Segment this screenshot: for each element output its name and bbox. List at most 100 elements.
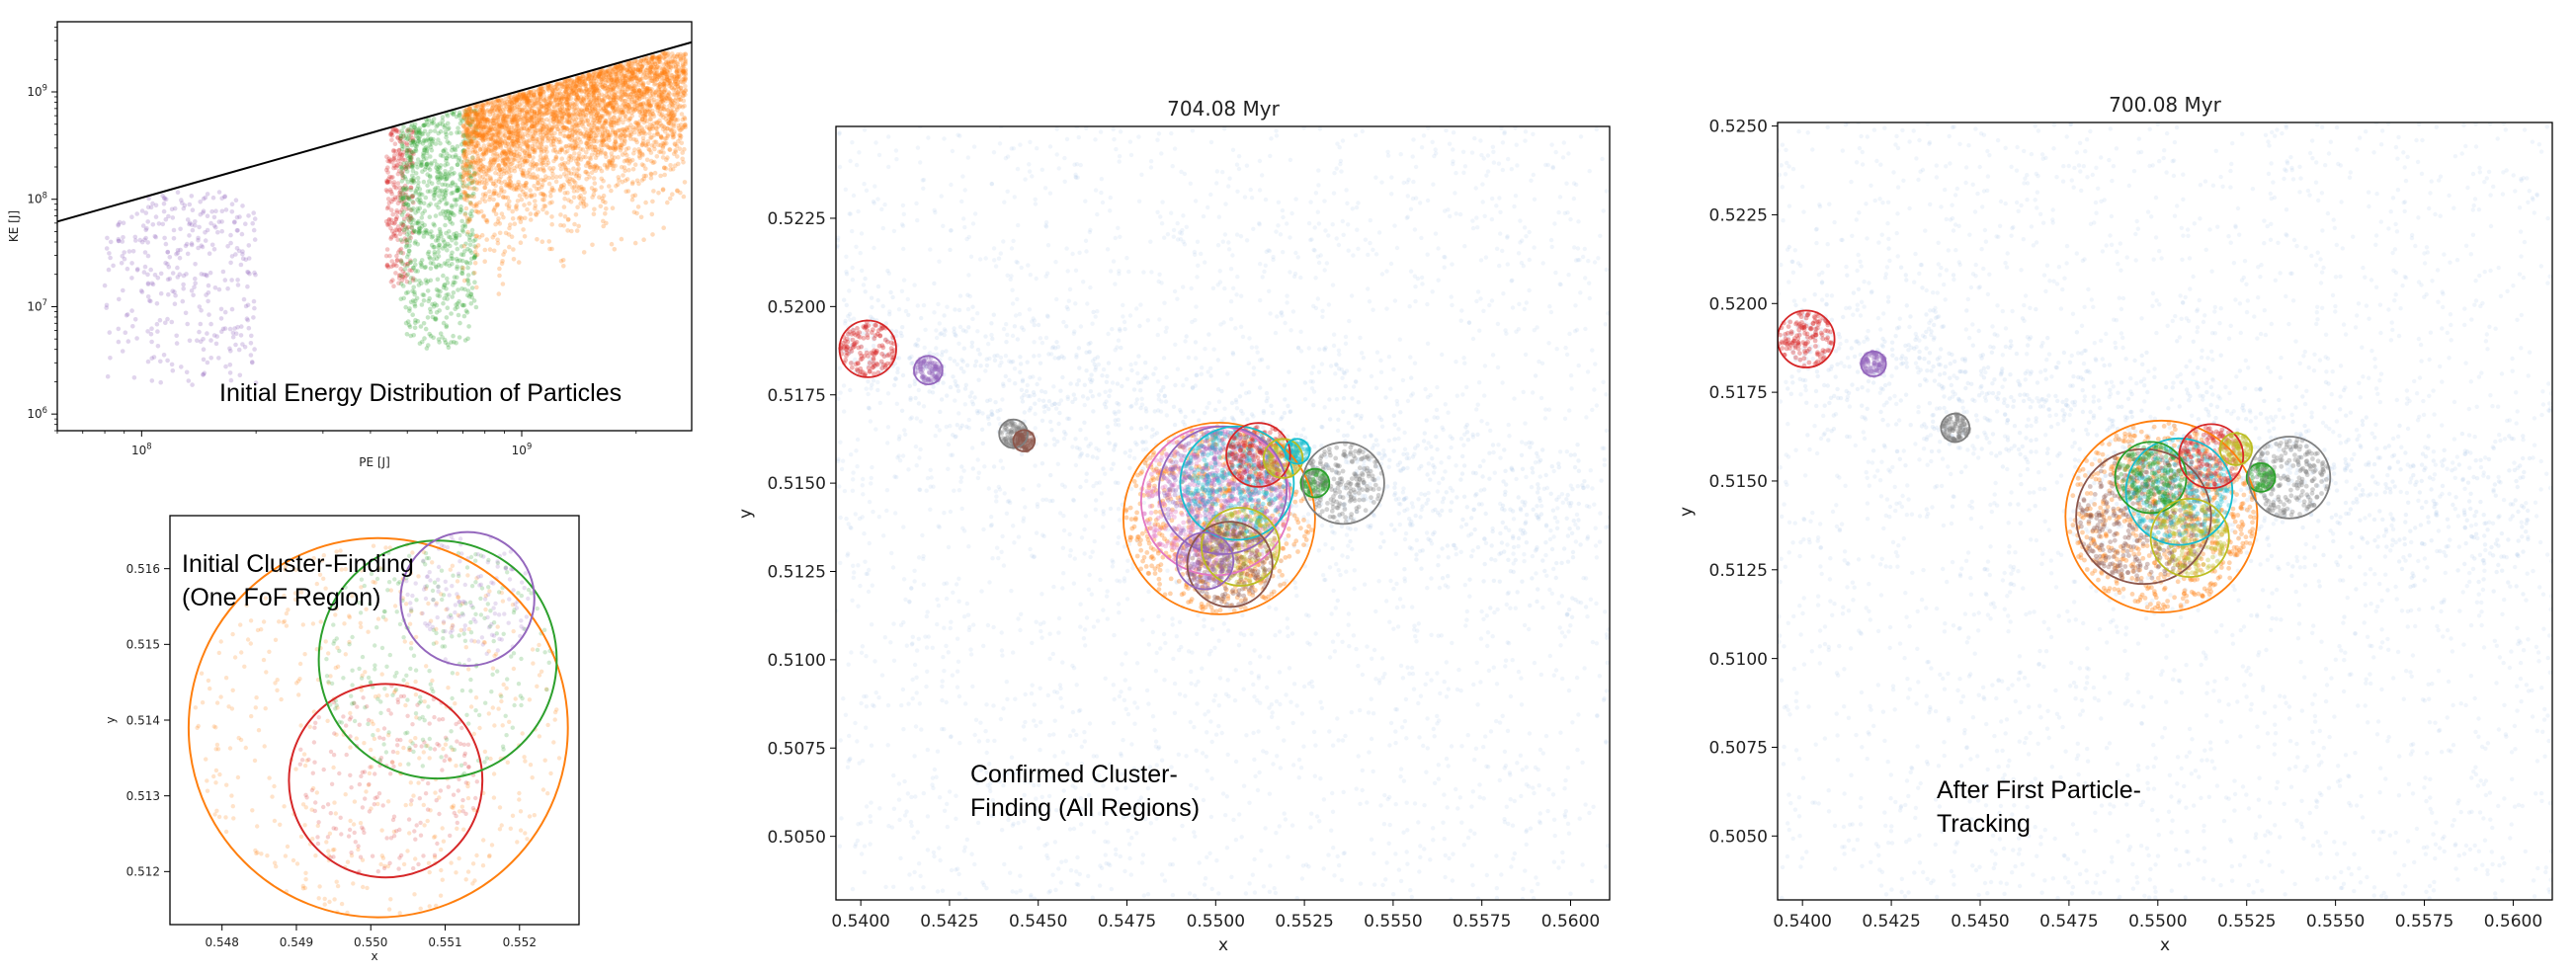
- energy-point: [412, 228, 417, 233]
- energy-point: [399, 128, 405, 133]
- energy-point: [498, 109, 504, 114]
- energy-point: [470, 120, 476, 124]
- energy-point: [496, 216, 501, 221]
- energy-point: [401, 219, 407, 225]
- energy-point: [196, 237, 201, 243]
- energy-point: [457, 232, 462, 238]
- energy-point: [438, 211, 444, 216]
- energy-point: [506, 145, 512, 150]
- energy-point: [397, 273, 403, 278]
- initial-cluster-cluster-point: [199, 671, 205, 676]
- energy-point: [588, 162, 593, 168]
- energy-point: [551, 188, 556, 194]
- energy-point: [464, 109, 470, 115]
- energy-point: [562, 196, 567, 202]
- energy-point: [675, 92, 680, 97]
- energy-point: [519, 101, 524, 106]
- energy-point: [461, 184, 466, 190]
- energy-point: [596, 73, 602, 78]
- energy-point: [512, 156, 518, 161]
- energy-point: [539, 184, 544, 190]
- energy-point: [682, 122, 688, 127]
- energy-point: [660, 126, 666, 132]
- energy-point: [472, 254, 477, 260]
- energy-point: [470, 111, 476, 117]
- energy-point: [614, 103, 620, 108]
- energy-point: [485, 173, 490, 178]
- energy-point: [461, 133, 466, 138]
- energy-point: [412, 303, 418, 309]
- energy-point: [461, 116, 467, 121]
- energy-point: [542, 97, 547, 103]
- energy-point: [424, 230, 430, 236]
- energy-point: [240, 203, 245, 208]
- energy-point: [404, 232, 410, 237]
- energy-point: [388, 280, 394, 284]
- energy-point: [497, 221, 503, 226]
- energy-point: [407, 249, 412, 254]
- energy-point: [464, 120, 469, 124]
- energy-point: [431, 193, 437, 198]
- energy-point: [116, 221, 122, 227]
- energy-point: [648, 112, 653, 117]
- energy-annotation: Initial Energy Distribution of Particles: [219, 379, 622, 407]
- energy-point: [527, 151, 532, 157]
- energy-point: [481, 113, 487, 119]
- energy-point: [501, 195, 506, 201]
- energy-point: [398, 161, 403, 167]
- energy-point: [540, 135, 544, 140]
- energy-point: [481, 156, 486, 162]
- energy-point: [488, 148, 494, 154]
- energy-point: [561, 182, 566, 188]
- energy-point: [624, 152, 629, 158]
- energy-point: [107, 251, 112, 256]
- energy-point: [154, 301, 160, 306]
- energy-point: [636, 88, 642, 94]
- energy-point: [515, 123, 520, 129]
- energy-point: [500, 151, 505, 157]
- energy-point: [418, 160, 424, 165]
- energy-point: [397, 190, 402, 196]
- energy-point: [413, 298, 418, 304]
- energy-point: [623, 133, 627, 138]
- energy-point: [459, 180, 465, 186]
- energy-point: [450, 204, 455, 209]
- energy-point: [608, 101, 613, 107]
- energy-point: [214, 334, 219, 339]
- energy-point: [634, 210, 639, 216]
- energy-point: [400, 261, 405, 267]
- energy-point: [491, 197, 496, 203]
- energy-point: [671, 63, 676, 69]
- energy-point: [173, 292, 178, 298]
- energy-point: [562, 89, 568, 94]
- energy-point: [405, 216, 411, 221]
- energy-point: [442, 197, 448, 202]
- energy-point: [499, 150, 505, 156]
- energy-point: [627, 106, 632, 111]
- energy-point: [668, 126, 673, 131]
- energy-point: [516, 260, 522, 265]
- energy-point: [467, 248, 473, 253]
- energy-point: [497, 266, 502, 272]
- energy-point: [633, 120, 638, 125]
- energy-point: [121, 220, 126, 225]
- energy-point: [424, 281, 429, 285]
- energy-point: [648, 62, 654, 68]
- energy-point: [420, 169, 425, 174]
- energy-point: [450, 250, 455, 256]
- energy-point: [409, 195, 415, 200]
- energy-point: [564, 102, 570, 108]
- energy-point: [568, 157, 574, 163]
- energy-point: [424, 162, 429, 167]
- energy-point: [664, 75, 669, 80]
- energy-point: [656, 56, 662, 62]
- energy-point: [467, 242, 473, 248]
- energy-point: [120, 239, 125, 244]
- energy-point: [591, 138, 597, 143]
- energy-point: [404, 240, 410, 245]
- energy-point: [453, 182, 458, 188]
- energy-point: [455, 188, 460, 194]
- energy-point: [660, 188, 666, 193]
- energy-point: [392, 233, 397, 239]
- energy-point: [637, 148, 642, 154]
